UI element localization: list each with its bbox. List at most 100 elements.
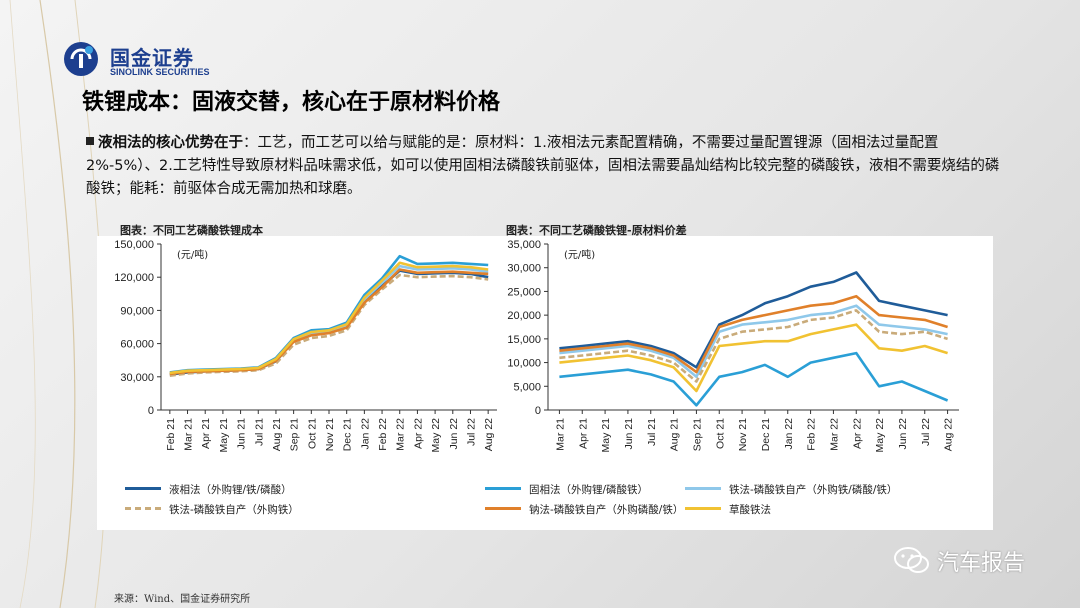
legend-item: 铁法-磷酸铁自产（外购铁） — [125, 502, 299, 522]
watermark: 汽车报告 — [893, 543, 1063, 577]
legend-swatch — [485, 507, 521, 510]
x-tick-label: Jan 22 — [359, 418, 371, 450]
unit-label: (元/吨) — [177, 248, 208, 261]
legend-item: 固相法（外购锂/磷酸铁） — [485, 482, 648, 502]
chart-left-title: 图表：不同工艺磷酸铁锂成本 — [120, 224, 263, 237]
y-tick-label: 120,000 — [114, 272, 154, 284]
chart-right-title: 图表：不同工艺磷酸铁锂-原材料价差 — [506, 224, 687, 237]
x-tick-label: Nov 21 — [324, 418, 336, 451]
x-tick-label: Aug 21 — [669, 418, 681, 451]
logo-text-cn: 国金证券 — [110, 46, 194, 70]
series-line-left-3 — [169, 273, 489, 377]
x-tick-label: Jun 22 — [897, 418, 909, 450]
x-tick-label: Oct 21 — [306, 418, 318, 449]
x-tick-label: Feb 22 — [377, 418, 389, 451]
legend-swatch — [485, 487, 521, 490]
y-tick-label: 60,000 — [120, 339, 154, 351]
bullet-paragraph: 液相法的核心优势在于：工艺，而工艺可以给与赋能的是：原材料：1.液相法元素配置精… — [86, 132, 1006, 201]
y-tick-label: 10,000 — [507, 358, 541, 370]
series-line-right-4 — [559, 294, 948, 374]
x-tick-label: Sep 21 — [691, 418, 703, 451]
x-tick-label: May 21 — [218, 418, 230, 453]
y-tick-label: 0 — [535, 405, 541, 417]
series-line-right-2 — [559, 304, 948, 379]
y-tick-label: 20,000 — [507, 310, 541, 322]
x-tick-label: Jun 22 — [448, 418, 460, 450]
x-tick-label: Jun 21 — [236, 418, 248, 450]
legend-label: 钠法-磷酸铁自产（外购磷酸/铁） — [529, 504, 684, 516]
series-line-right-1 — [559, 351, 949, 407]
series-line-right-5 — [559, 323, 948, 393]
y-tick-label: 90,000 — [120, 305, 154, 317]
y-tick-label: 150,000 — [114, 239, 154, 251]
series-line-right-3 — [559, 309, 948, 383]
y-tick-label: 15,000 — [507, 334, 541, 346]
x-tick-label: May 21 — [600, 418, 612, 453]
y-tick-label: 5,000 — [513, 381, 541, 393]
x-tick-label: Apr 21 — [577, 418, 589, 449]
wechat-icon — [894, 547, 929, 573]
x-tick-label: Aug 22 — [943, 418, 955, 451]
x-tick-label: Apr 22 — [412, 418, 424, 449]
x-tick-label: May 22 — [430, 418, 442, 453]
legend-item: 液相法（外购锂/铁/磷酸） — [125, 482, 292, 502]
y-tick-label: 30,000 — [507, 263, 541, 275]
x-tick-label: Jul 22 — [465, 418, 477, 446]
y-tick-label: 35,000 — [507, 239, 541, 251]
series-line-left-0 — [169, 269, 489, 376]
company-logo: 国金证券 SINOLINK SECURITIES — [62, 40, 252, 82]
x-tick-label: Dec 21 — [342, 418, 354, 451]
bullet-square-icon — [86, 137, 94, 145]
series-line-left-2 — [169, 264, 489, 375]
x-tick-label: Mar 21 — [183, 418, 195, 451]
logo-text-en: SINOLINK SECURITIES — [110, 67, 210, 77]
chart-legend: 液相法（外购锂/铁/磷酸） 固相法（外购锂/磷酸铁） 铁法-磷酸铁自产（外购铁/磷酸… — [125, 482, 985, 526]
chart-right: 0 5,000 10,000 15,000 20,000 25,000 30,000 35,0… — [507, 239, 959, 452]
legend-swatch — [685, 487, 721, 490]
chart-panel: 0 30,000 60,000 90,000 120,000 150,000 (元/吨) Fe… — [97, 236, 993, 530]
x-tick-label: Jul 22 — [920, 418, 932, 446]
legend-swatch — [125, 487, 161, 490]
series-line-left-4 — [169, 268, 489, 376]
legend-label: 铁法-磷酸铁自产（外购铁/磷酸/铁） — [729, 484, 898, 496]
x-tick-label: Mar 21 — [554, 418, 566, 451]
y-tick-label: 0 — [148, 405, 154, 417]
legend-label: 草酸铁法 — [729, 504, 771, 516]
series-line-right-0 — [559, 271, 948, 369]
x-tick-label: Dec 21 — [760, 418, 772, 451]
legend-item: 钠法-磷酸铁自产（外购磷酸/铁） — [485, 502, 683, 522]
legend-label: 液相法（外购锂/铁/磷酸） — [169, 484, 292, 496]
y-tick-label: 25,000 — [507, 286, 541, 298]
x-tick-label: Feb 22 — [806, 418, 818, 451]
x-tick-label: Nov 21 — [737, 418, 749, 451]
x-tick-label: Aug 21 — [271, 418, 283, 451]
legend-item: 铁法-磷酸铁自产（外购铁/磷酸/铁） — [685, 482, 897, 502]
x-tick-label: Jan 22 — [783, 418, 795, 450]
unit-label: (元/吨) — [564, 248, 595, 261]
x-tick-label: Apr 22 — [851, 418, 863, 449]
x-tick-label: Jul 21 — [253, 418, 265, 446]
chart-left: 0 30,000 60,000 90,000 120,000 150,000 (元/吨) Fe… — [114, 239, 497, 452]
legend-label: 固相法（外购锂/磷酸铁） — [529, 484, 649, 496]
sinolink-logo-icon — [64, 42, 98, 76]
x-tick-label: May 22 — [874, 418, 886, 453]
page-title: 铁锂成本：固液交替，核心在于原材料价格 — [82, 90, 501, 115]
x-tick-label: Mar 22 — [828, 418, 840, 451]
x-tick-label: Oct 21 — [714, 418, 726, 449]
legend-label: 铁法-磷酸铁自产（外购铁） — [169, 504, 299, 516]
watermark-text: 汽车报告 — [937, 551, 1026, 576]
x-tick-label: Apr 21 — [200, 418, 212, 449]
x-tick-label: Jul 21 — [646, 418, 658, 446]
bullet-body: ：工艺，而工艺可以给与赋能的是：原材料：1.液相法元素配置精确，不需要过量配置锂… — [86, 135, 1000, 197]
x-tick-label: Aug 22 — [483, 418, 495, 451]
x-tick-label: Mar 22 — [395, 418, 407, 451]
charts-svg: 0 30,000 60,000 90,000 120,000 150,000 (元/吨) Fe… — [114, 239, 959, 452]
x-tick-label: Jun 21 — [623, 418, 635, 450]
series-line-left-5 — [169, 261, 489, 375]
legend-swatch — [125, 507, 161, 510]
x-tick-label: Feb 21 — [165, 418, 177, 451]
y-tick-label: 30,000 — [120, 372, 154, 384]
source-note: 来源：Wind、国金证券研究所 — [114, 594, 251, 605]
x-tick-label: Sep 21 — [289, 418, 301, 451]
legend-swatch — [685, 507, 721, 510]
